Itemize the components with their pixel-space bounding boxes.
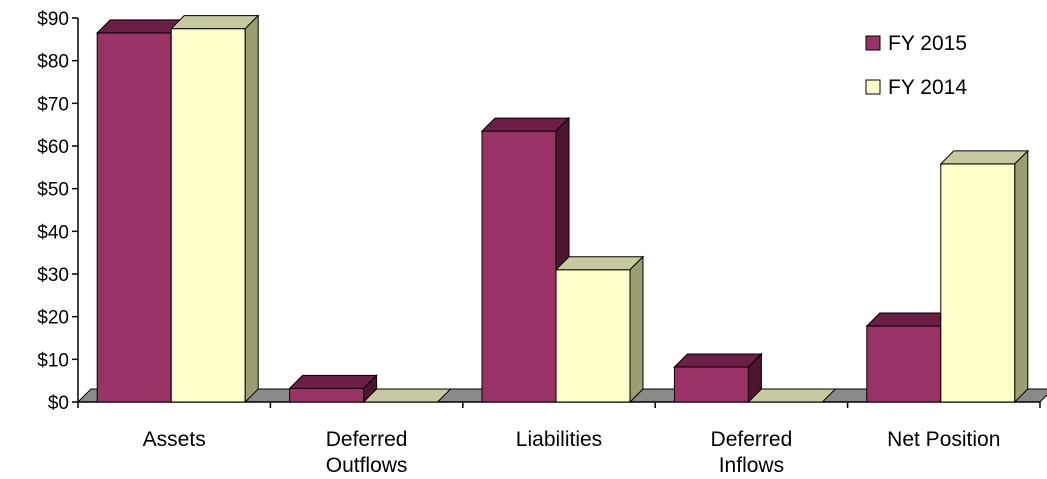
bar-front	[673, 366, 749, 403]
x-tick-label: Deferred Outflows	[326, 428, 408, 477]
legend-item: FY 2014	[865, 76, 967, 99]
bar-top	[480, 117, 571, 132]
bar	[747, 388, 837, 403]
x-tick-label: Net Position	[887, 428, 1000, 451]
bar-top	[747, 388, 837, 403]
x-tick-label: Liabilities	[516, 428, 602, 451]
chart-legend: FY 2015 FY 2014	[865, 32, 967, 99]
x-tick-label: Assets	[143, 428, 206, 451]
legend-swatch	[865, 79, 881, 95]
bar	[362, 388, 452, 403]
y-tick-label: $0	[48, 393, 69, 414]
bar-side	[244, 14, 259, 404]
bar	[939, 149, 1030, 404]
bar	[673, 352, 763, 404]
y-tick-label: $80	[37, 52, 69, 73]
legend-label: FY 2015	[888, 32, 967, 55]
chart-bars	[95, 14, 1030, 404]
chart-axes: $0 $10 $20 $30 $40 $50 $60 $70 $80 $90	[37, 9, 1041, 414]
bar-front	[481, 130, 557, 403]
y-tick-label: $30	[37, 265, 69, 286]
legend-swatch	[865, 35, 881, 51]
bar	[288, 374, 378, 404]
chart-labels: Assets Deferred Outflows Liabilities Deferre…	[143, 428, 1001, 477]
y-tick-label: $90	[37, 9, 69, 30]
bar-top	[673, 353, 763, 368]
bar-top	[362, 388, 452, 403]
legend-label: FY 2014	[888, 76, 967, 99]
bar	[554, 255, 645, 404]
bar-front	[555, 269, 631, 403]
bar-top	[939, 150, 1030, 165]
bar-top	[169, 15, 260, 30]
bar-front	[289, 387, 365, 403]
bar-side	[629, 255, 644, 404]
x-tick-label: Deferred Inflows	[711, 428, 793, 477]
legend-item: FY 2015	[865, 32, 967, 55]
bar-top	[554, 256, 645, 271]
bar-top	[288, 374, 378, 389]
y-tick-label: $20	[37, 308, 69, 329]
y-tick-label: $70	[37, 94, 69, 115]
y-tick-label: $50	[37, 180, 69, 201]
y-tick-label: $10	[37, 350, 69, 371]
bar-front	[866, 325, 942, 403]
y-tick-label: $40	[37, 222, 69, 243]
bar-side	[1014, 149, 1029, 404]
bar-front	[940, 163, 1016, 403]
bar-front	[96, 32, 172, 403]
bar-front	[170, 28, 246, 403]
bar	[169, 14, 260, 404]
y-tick-label: $60	[37, 137, 69, 158]
